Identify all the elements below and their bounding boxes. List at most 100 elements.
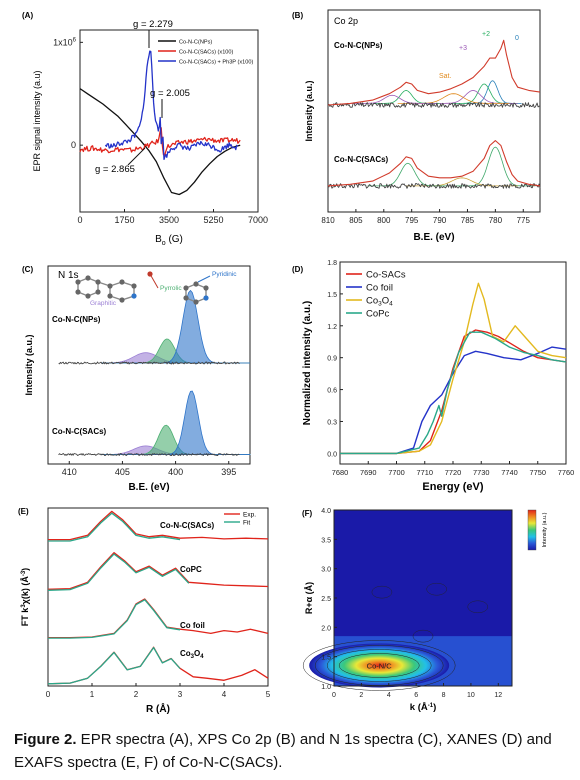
y-axis-label: EPR signal intensity (a.u)	[32, 70, 42, 171]
series-line	[340, 329, 567, 455]
fit-line	[47, 553, 190, 591]
y-tick-label: 1.8	[327, 260, 337, 267]
fit-line	[47, 646, 181, 685]
contour-line	[426, 582, 447, 596]
x-tick-label: 810	[321, 216, 335, 225]
x-tick-label: 3	[178, 690, 183, 699]
x-tick-label: 7680	[332, 468, 348, 477]
y-axis-label: Intensity (a.u.)	[304, 80, 314, 141]
panel-e: (E) 0 1 2 3 4 5 R (Å) FT k3χ(k) (Å-3) Co-N-C(SACs…	[18, 507, 271, 715]
fit-line	[48, 512, 181, 542]
sample-label: Co foil	[180, 621, 205, 630]
exp-line	[48, 510, 269, 541]
y-tick-label: 1.0	[321, 684, 331, 691]
species-label: Pyrrolic	[160, 285, 182, 292]
fit-component	[367, 162, 448, 187]
y-axis-label: R+α (Å)	[304, 582, 314, 614]
molecule-atom	[183, 295, 189, 301]
y-axis-label: Normalized intensity (a.u.)	[302, 301, 313, 425]
x-tick-label: 410	[62, 467, 77, 477]
contour-line	[338, 653, 420, 678]
annotation-label: g = 2.865	[95, 164, 135, 175]
sample-label: Co3O4	[180, 649, 204, 660]
series-line	[340, 282, 567, 455]
peak-label: Sat.	[439, 73, 452, 80]
x-tick-label: 7700	[388, 468, 404, 477]
legend-label: Fit	[243, 520, 250, 527]
sample-label: CoPC	[180, 565, 202, 574]
panel-label: (E)	[18, 507, 29, 516]
x-tick-label: 0	[46, 690, 51, 699]
series-line	[79, 127, 241, 156]
x-tick-label: 7710	[417, 468, 433, 477]
x-tick-label: 5	[266, 690, 271, 699]
x-tick-label: 790	[433, 216, 447, 225]
panel-c: (C) 410 405 400 395 B.E. (eV) Intensity (a.u.)…	[22, 265, 251, 493]
spectrum-line	[327, 102, 541, 108]
chart-title: Co 2p	[334, 16, 358, 26]
x-tick-label: 1750	[114, 215, 134, 225]
x-axis-label: R (Å)	[146, 702, 170, 715]
series-line	[79, 88, 241, 196]
molecule-atom	[85, 293, 91, 299]
x-tick-label: 7720	[445, 468, 461, 477]
annotation-arrow	[127, 147, 146, 166]
heatmap-hotspot	[309, 643, 450, 688]
caption-label: Figure 2.	[14, 731, 77, 748]
y-tick-label: 1.5	[321, 655, 331, 662]
panel-label: (D)	[292, 265, 303, 274]
x-tick-label: 405	[115, 467, 130, 477]
molecule-atom	[107, 293, 113, 299]
y-axis-label: Intensity (a.u.)	[24, 334, 34, 395]
molecule-atom	[183, 285, 189, 291]
chart-title: N 1s	[58, 270, 79, 281]
y-tick-label: 3.5	[321, 537, 331, 544]
exp-line	[47, 552, 269, 590]
x-tick-label: 7730	[473, 468, 489, 477]
x-tick-label: 7690	[360, 468, 376, 477]
x-tick-label: 0	[77, 215, 82, 225]
x-tick-label: 10	[467, 692, 475, 699]
molecule-atom	[131, 293, 137, 299]
molecule-atom	[85, 275, 91, 281]
molecule-atom	[131, 283, 137, 289]
panel-b: (B) 810 805 800 795 790 785 780 775 B.E. (eV) Inte…	[292, 9, 541, 243]
molecule-atom	[203, 285, 209, 291]
series-line	[340, 331, 567, 455]
plot-frame	[47, 265, 251, 465]
caption-text: EPR spectra (A), XPS Co 2p (B) and N 1s …	[14, 731, 552, 771]
molecule-atom	[75, 289, 81, 295]
fit-line	[48, 599, 181, 639]
spectrum-line	[58, 361, 240, 365]
y-tick-label: 4.0	[321, 508, 331, 515]
species-label: Pyridinic	[212, 271, 237, 278]
contour-line	[371, 585, 393, 599]
exp-line	[48, 598, 269, 639]
molecule-atom	[95, 289, 101, 295]
legend-label: Co3O4	[366, 296, 393, 308]
fit-component	[463, 80, 522, 104]
colorbar-label: Intensity (a.u.)	[542, 512, 548, 547]
legend-label: CoPc	[366, 309, 389, 320]
x-tick-label: 0	[332, 692, 336, 699]
plot-frame	[47, 507, 269, 687]
x-tick-label: 775	[517, 216, 531, 225]
sample-label: Co-N-C(SACs)	[160, 521, 215, 530]
fit-envelope	[327, 39, 541, 106]
y-tick-label: 1x106	[53, 37, 77, 47]
x-tick-label: 7740	[501, 468, 517, 477]
x-tick-label: 2	[359, 692, 363, 699]
molecule-atom	[119, 297, 125, 303]
panel-label: (C)	[22, 265, 33, 274]
molecule-atom	[193, 299, 199, 305]
fit-component	[455, 146, 536, 187]
legend-label: Co-N-C(SACs) (x100)	[179, 50, 234, 56]
x-tick-label: 805	[349, 216, 363, 225]
x-tick-label: 6	[414, 692, 418, 699]
y-axis-label: FT k3χ(k) (Å-3)	[20, 568, 30, 626]
peak-label: +2	[482, 31, 490, 38]
molecule-atom	[95, 279, 101, 285]
panel-label: (A)	[22, 11, 33, 20]
y-tick-label: 0.3	[327, 419, 337, 426]
panel-a: (A) 0 1750 3500 5250 7000 1x106 0 Bo (G) EPR sign…	[22, 11, 268, 247]
